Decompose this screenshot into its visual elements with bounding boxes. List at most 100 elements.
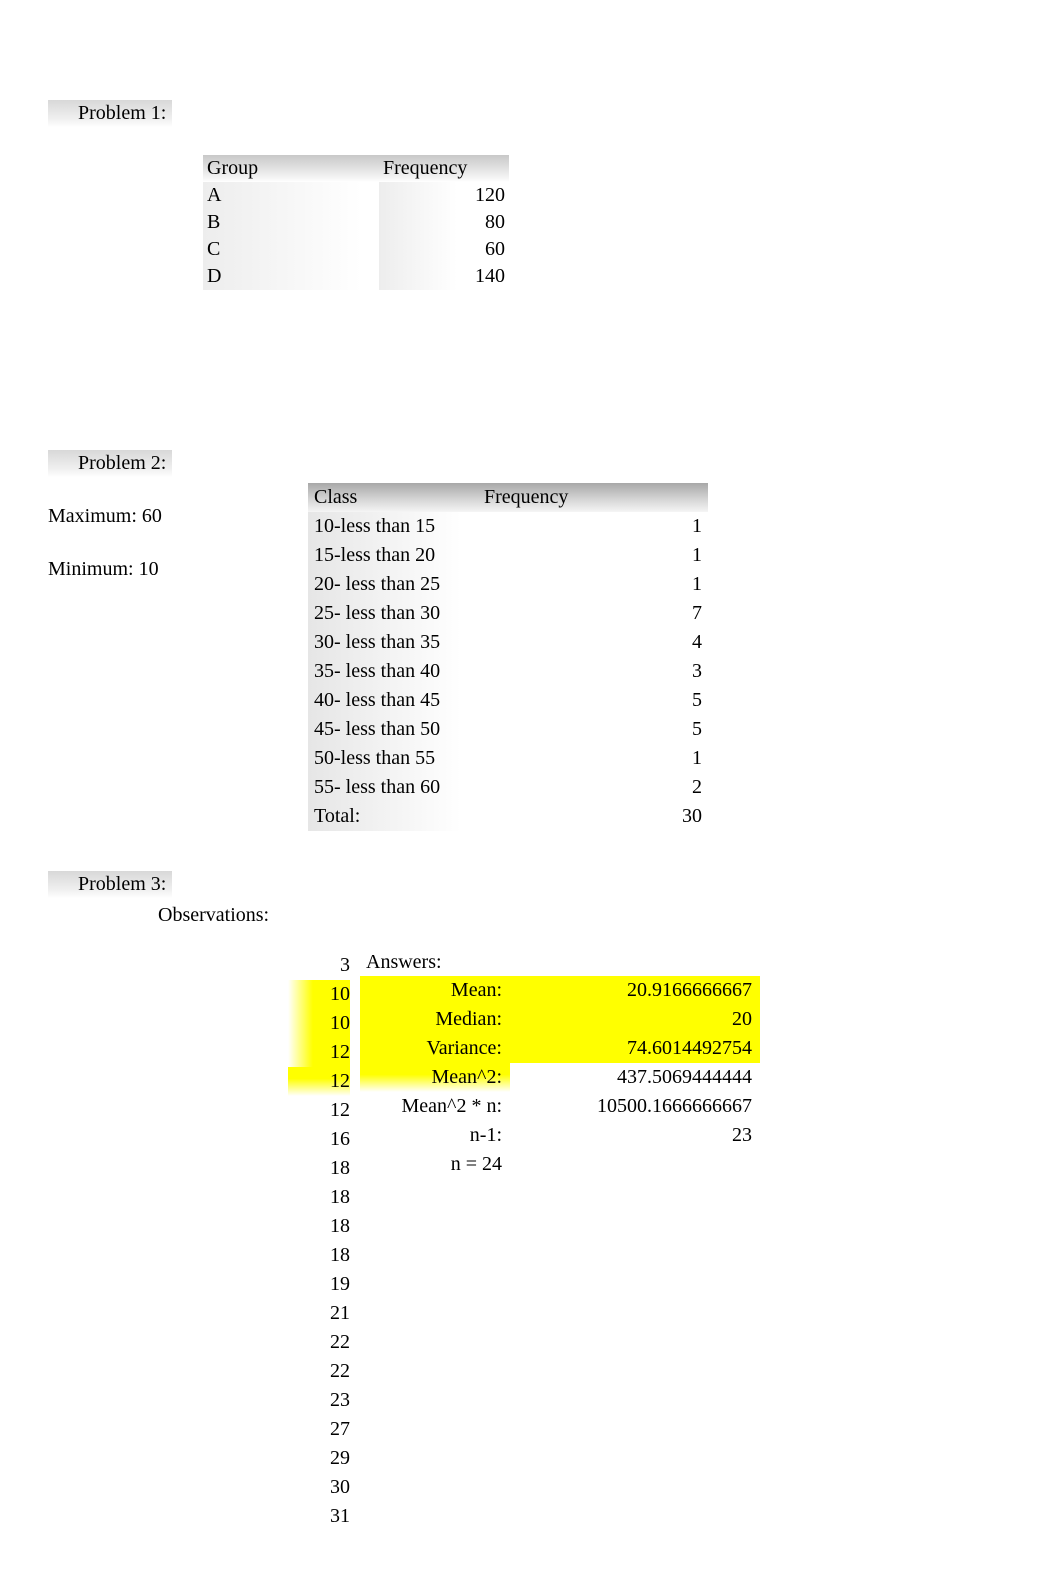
cell-class: 35- less than 40	[308, 657, 478, 686]
observation-value: 19	[288, 1270, 350, 1299]
answer-value: 437.5069444444	[510, 1063, 760, 1092]
cell-group: C	[203, 236, 379, 263]
answer-row: n-1:23	[360, 1121, 760, 1150]
cell-group: A	[203, 182, 379, 209]
cell-frequency: 2	[478, 773, 708, 802]
observation-value: 12	[288, 1038, 350, 1067]
table-row: 15-less than 201	[308, 541, 708, 570]
cell-frequency: 5	[478, 686, 708, 715]
minimum-text: Minimum: 10	[48, 558, 308, 581]
table-row: 40- less than 455	[308, 686, 708, 715]
answer-row: Mean:20.9166666667	[360, 976, 760, 1005]
observation-value: 10	[288, 980, 350, 1009]
answer-row: n = 24	[360, 1150, 760, 1179]
table-row: 10-less than 151	[308, 512, 708, 541]
observation-value: 18	[288, 1183, 350, 1212]
cell-class: 50-less than 55	[308, 744, 478, 773]
cell-class: 25- less than 30	[308, 599, 478, 628]
cell-frequency: 1	[478, 512, 708, 541]
answer-value: 74.6014492754	[510, 1034, 760, 1063]
problem-1-table-wrap: Group Frequency A120B80C60D140	[203, 155, 1014, 290]
observation-value: 21	[288, 1299, 350, 1328]
problem-1-table: Group Frequency A120B80C60D140	[203, 155, 509, 290]
answer-label: Mean:	[360, 976, 510, 1005]
table-row: 50-less than 551	[308, 744, 708, 773]
cell-frequency: 7	[478, 599, 708, 628]
answer-value: 20	[510, 1005, 760, 1034]
table-row: 55- less than 602	[308, 773, 708, 802]
problem-2-stats: Maximum: 60 Minimum: 10	[48, 483, 308, 611]
col-header-frequency: Frequency	[379, 155, 509, 182]
cell-frequency: 3	[478, 657, 708, 686]
observation-value: 27	[288, 1415, 350, 1444]
problem-1-section: Problem 1: Group Frequency A120B80C60D14…	[48, 100, 1014, 290]
table-row: 45- less than 505	[308, 715, 708, 744]
observation-value: 3	[288, 951, 350, 980]
problem-3-section: Problem 3: Observations: 310101212121618…	[48, 871, 1014, 1531]
problem-2-label: Problem 2:	[48, 450, 172, 477]
cell-class: Total:	[308, 802, 478, 831]
answers-block: Answers: Mean:20.9166666667Median:20Vari…	[360, 951, 760, 1179]
observation-value: 18	[288, 1212, 350, 1241]
cell-frequency: 1	[478, 744, 708, 773]
table-row: 35- less than 403	[308, 657, 708, 686]
answer-row: Mean^2 * n:10500.1666666667	[360, 1092, 760, 1121]
cell-frequency: 5	[478, 715, 708, 744]
observation-value: 22	[288, 1328, 350, 1357]
observation-value: 31	[288, 1502, 350, 1531]
observation-value: 16	[288, 1125, 350, 1154]
table-row: C60	[203, 236, 509, 263]
answer-value: 23	[510, 1121, 760, 1150]
observation-value: 12	[288, 1096, 350, 1125]
answers-table: Mean:20.9166666667Median:20Variance:74.6…	[360, 976, 760, 1179]
observation-value: 23	[288, 1386, 350, 1415]
maximum-text: Maximum: 60	[48, 505, 308, 528]
observation-value: 18	[288, 1154, 350, 1183]
answer-value: 20.9166666667	[510, 976, 760, 1005]
col-header-group: Group	[203, 155, 379, 182]
table-row: 20- less than 251	[308, 570, 708, 599]
answer-label: Variance:	[360, 1034, 510, 1063]
cell-frequency: 4	[478, 628, 708, 657]
table-row: B80	[203, 209, 509, 236]
cell-class: 55- less than 60	[308, 773, 478, 802]
answer-label: n-1:	[360, 1121, 510, 1150]
col-header-frequency: Frequency	[478, 483, 708, 512]
table-row: Total:30	[308, 802, 708, 831]
answer-row: Mean^2:437.5069444444	[360, 1063, 760, 1092]
answer-label: Mean^2 * n:	[360, 1092, 510, 1121]
problem-2-section: Problem 2: Maximum: 60 Minimum: 10 Class…	[48, 450, 1014, 831]
table-row: D140	[203, 263, 509, 290]
col-header-class: Class	[308, 483, 478, 512]
observation-value: 18	[288, 1241, 350, 1270]
answer-value: 10500.1666666667	[510, 1092, 760, 1121]
observations-column: 310101212121618181818192122222327293031	[288, 951, 350, 1531]
table-header-row: Class Frequency	[308, 483, 708, 512]
cell-frequency: 120	[379, 182, 509, 209]
answer-value	[510, 1150, 760, 1179]
cell-frequency: 30	[478, 802, 708, 831]
cell-frequency: 80	[379, 209, 509, 236]
problem-3-label: Problem 3:	[48, 871, 172, 898]
table-row: A120	[203, 182, 509, 209]
cell-class: 15-less than 20	[308, 541, 478, 570]
observation-value: 12	[288, 1067, 350, 1096]
problem-1-label: Problem 1:	[48, 100, 172, 127]
cell-frequency: 140	[379, 263, 509, 290]
table-header-row: Group Frequency	[203, 155, 509, 182]
answer-label: Median:	[360, 1005, 510, 1034]
observation-value: 29	[288, 1444, 350, 1473]
cell-class: 30- less than 35	[308, 628, 478, 657]
cell-frequency: 1	[478, 541, 708, 570]
cell-frequency: 60	[379, 236, 509, 263]
cell-class: 40- less than 45	[308, 686, 478, 715]
answer-row: Median:20	[360, 1005, 760, 1034]
cell-group: D	[203, 263, 379, 290]
cell-class: 20- less than 25	[308, 570, 478, 599]
table-row: 30- less than 354	[308, 628, 708, 657]
observation-value: 22	[288, 1357, 350, 1386]
answer-row: Variance:74.6014492754	[360, 1034, 760, 1063]
observation-value: 30	[288, 1473, 350, 1502]
answer-label: Mean^2:	[360, 1063, 510, 1092]
problem-2-table: Class Frequency 10-less than 15115-less …	[308, 483, 708, 831]
